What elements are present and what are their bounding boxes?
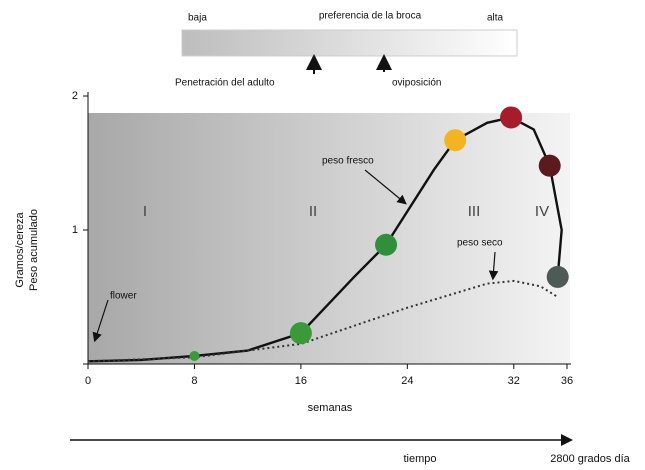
x-tick-label: 36 bbox=[561, 375, 573, 387]
time-label: tiempo bbox=[403, 453, 436, 465]
event-label: Penetración del adulto bbox=[175, 78, 275, 89]
y-label: Gramos/cereza bbox=[14, 212, 26, 288]
preference-label: preferencia de la broca bbox=[319, 11, 422, 22]
x-tick-label: 24 bbox=[401, 375, 413, 387]
series-label: peso fresco bbox=[322, 156, 374, 167]
x-tick-label: 8 bbox=[191, 375, 197, 387]
y-label: Peso acumulado bbox=[28, 209, 40, 291]
x-label: semanas bbox=[308, 402, 353, 414]
stage-dot bbox=[444, 129, 467, 152]
y-tick-label: 1 bbox=[72, 224, 78, 236]
stage-dot bbox=[189, 350, 200, 361]
x-tick-label: 0 bbox=[85, 375, 91, 387]
event-label: oviposición bbox=[392, 78, 441, 89]
stage-label: I bbox=[143, 203, 147, 220]
series-label: peso seco bbox=[457, 238, 503, 249]
flower-label: flower bbox=[110, 291, 137, 302]
stage-label: IV bbox=[535, 203, 549, 220]
stage-label: II bbox=[309, 203, 317, 220]
stage-label: III bbox=[468, 203, 481, 220]
stage-dot bbox=[375, 233, 398, 256]
time-end-label: 2800 grados día bbox=[550, 453, 630, 465]
annotation-arrow bbox=[364, 169, 407, 205]
annotation-arrow bbox=[488, 251, 499, 281]
stage-dot bbox=[538, 154, 561, 177]
high-label: alta bbox=[487, 13, 504, 24]
stage-dot bbox=[546, 265, 569, 288]
series-line bbox=[87, 116, 563, 363]
x-tick-label: 32 bbox=[508, 375, 520, 387]
background-region bbox=[88, 113, 570, 364]
low-label: baja bbox=[188, 13, 207, 24]
y-tick-label: 2 bbox=[72, 90, 78, 102]
stage-dot bbox=[500, 106, 523, 129]
stage-dot bbox=[289, 322, 312, 345]
preference-bar bbox=[181, 29, 518, 57]
flower-arrow bbox=[92, 299, 109, 343]
x-tick-label: 16 bbox=[295, 375, 307, 387]
